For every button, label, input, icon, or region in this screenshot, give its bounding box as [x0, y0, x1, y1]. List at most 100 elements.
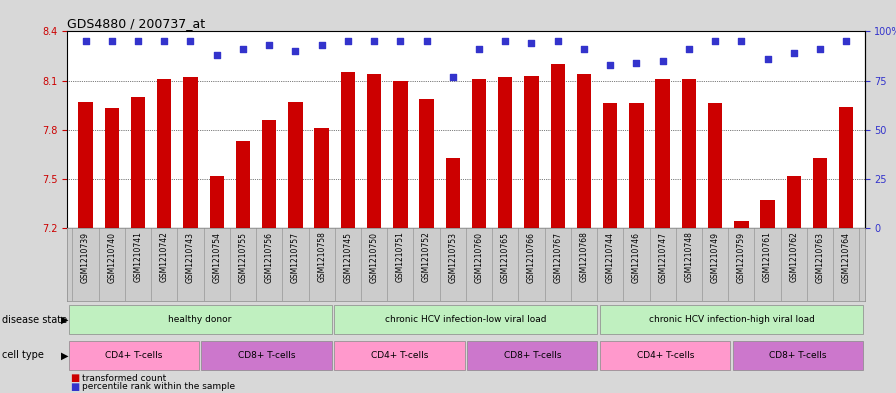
Point — [761, 56, 775, 62]
Bar — [419, 99, 434, 228]
Text: GSM1210758: GSM1210758 — [317, 231, 326, 283]
Point — [157, 38, 171, 44]
Text: GSM1210739: GSM1210739 — [81, 231, 90, 283]
Bar — [78, 102, 93, 228]
Bar — [340, 72, 355, 228]
Text: GSM1210768: GSM1210768 — [580, 231, 589, 283]
Bar — [682, 79, 696, 228]
Text: GSM1210764: GSM1210764 — [841, 231, 851, 283]
Text: GSM1210745: GSM1210745 — [343, 231, 352, 283]
Text: CD4+ T-cells: CD4+ T-cells — [105, 351, 162, 360]
Text: ▶: ▶ — [61, 350, 68, 360]
Text: GSM1210751: GSM1210751 — [396, 231, 405, 283]
Text: GSM1210756: GSM1210756 — [264, 231, 273, 283]
Bar — [524, 75, 538, 228]
Text: GSM1210760: GSM1210760 — [475, 231, 484, 283]
Text: GSM1210750: GSM1210750 — [370, 231, 379, 283]
Bar — [603, 103, 617, 228]
Bar — [600, 341, 730, 370]
Text: CD4+ T-cells: CD4+ T-cells — [371, 351, 428, 360]
Point — [184, 38, 198, 44]
Point — [524, 40, 538, 46]
Point — [734, 38, 748, 44]
Bar — [445, 158, 460, 228]
Text: GSM1210749: GSM1210749 — [711, 231, 719, 283]
Bar — [839, 107, 854, 228]
Text: chronic HCV infection-high viral load: chronic HCV infection-high viral load — [649, 316, 814, 324]
Text: GSM1210759: GSM1210759 — [737, 231, 745, 283]
Text: ▶: ▶ — [61, 315, 68, 325]
Bar — [550, 64, 565, 228]
Point — [105, 38, 119, 44]
Text: CD8+ T-cells: CD8+ T-cells — [770, 351, 827, 360]
Text: percentile rank within the sample: percentile rank within the sample — [82, 382, 236, 391]
Bar — [813, 158, 827, 228]
Text: ■: ■ — [70, 373, 79, 383]
Text: GSM1210742: GSM1210742 — [159, 231, 168, 283]
Bar — [787, 176, 801, 228]
Point — [577, 46, 591, 52]
Bar — [733, 341, 864, 370]
Text: GSM1210747: GSM1210747 — [659, 231, 668, 283]
Text: GSM1210763: GSM1210763 — [815, 231, 824, 283]
Bar — [467, 341, 598, 370]
Point — [840, 38, 854, 44]
Bar — [105, 108, 119, 228]
Bar — [334, 341, 465, 370]
Bar — [734, 221, 748, 228]
Text: CD8+ T-cells: CD8+ T-cells — [504, 351, 561, 360]
Bar — [68, 341, 199, 370]
Text: GSM1210754: GSM1210754 — [212, 231, 221, 283]
Bar — [210, 176, 224, 228]
Bar — [334, 305, 598, 334]
Text: chronic HCV infection-low viral load: chronic HCV infection-low viral load — [385, 316, 547, 324]
Point — [498, 38, 513, 44]
Point — [682, 46, 696, 52]
Bar — [202, 341, 332, 370]
Point — [262, 42, 276, 48]
Point — [813, 46, 827, 52]
Point — [314, 42, 329, 48]
Point — [236, 46, 250, 52]
Text: GDS4880 / 200737_at: GDS4880 / 200737_at — [67, 17, 205, 30]
Text: GSM1210740: GSM1210740 — [108, 231, 116, 283]
Point — [629, 60, 643, 66]
Text: disease state: disease state — [2, 315, 67, 325]
Point — [78, 38, 92, 44]
Bar — [498, 77, 513, 228]
Text: CD8+ T-cells: CD8+ T-cells — [237, 351, 296, 360]
Bar — [656, 79, 670, 228]
Text: GSM1210744: GSM1210744 — [606, 231, 615, 283]
Text: GSM1210743: GSM1210743 — [186, 231, 195, 283]
Bar — [314, 128, 329, 228]
Point — [787, 50, 801, 56]
Bar — [600, 305, 864, 334]
Bar — [157, 79, 171, 228]
Bar — [761, 200, 775, 228]
Text: GSM1210762: GSM1210762 — [789, 231, 798, 283]
Text: GSM1210753: GSM1210753 — [448, 231, 457, 283]
Bar — [577, 74, 591, 228]
Point — [289, 48, 303, 54]
Bar — [236, 141, 250, 228]
Bar — [472, 79, 487, 228]
Text: GSM1210748: GSM1210748 — [685, 231, 694, 283]
Bar — [131, 97, 145, 228]
Point — [472, 46, 487, 52]
Text: ■: ■ — [70, 382, 79, 392]
Text: GSM1210757: GSM1210757 — [291, 231, 300, 283]
Text: GSM1210761: GSM1210761 — [763, 231, 772, 283]
Text: GSM1210741: GSM1210741 — [134, 231, 142, 283]
Text: transformed count: transformed count — [82, 374, 167, 382]
Text: CD4+ T-cells: CD4+ T-cells — [636, 351, 694, 360]
Point — [131, 38, 145, 44]
Text: GSM1210746: GSM1210746 — [632, 231, 641, 283]
Bar — [393, 81, 408, 228]
Point — [603, 62, 617, 68]
Point — [708, 38, 722, 44]
Text: cell type: cell type — [2, 350, 44, 360]
Text: GSM1210767: GSM1210767 — [553, 231, 562, 283]
Text: GSM1210755: GSM1210755 — [238, 231, 247, 283]
Bar — [366, 74, 382, 228]
Bar — [262, 120, 276, 228]
